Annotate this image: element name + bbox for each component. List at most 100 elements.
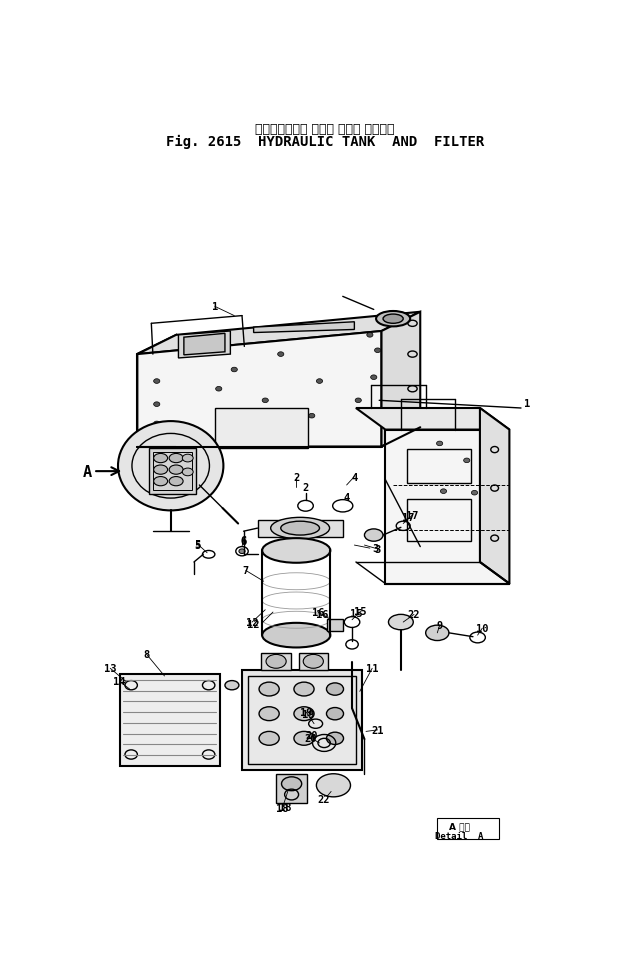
Text: ハイドロリック タンク および フィルタ: ハイドロリック タンク および フィルタ (255, 123, 395, 136)
Ellipse shape (463, 458, 470, 463)
Bar (242, 671, 362, 770)
Text: A 断面: A 断面 (449, 821, 469, 830)
Text: Detail  A: Detail A (435, 831, 483, 840)
Ellipse shape (294, 707, 314, 721)
Ellipse shape (262, 422, 268, 426)
Bar (407, 499, 470, 542)
Bar (299, 653, 328, 671)
Ellipse shape (231, 368, 237, 372)
Ellipse shape (375, 349, 381, 353)
Polygon shape (138, 331, 382, 447)
Ellipse shape (153, 379, 160, 384)
Text: 9: 9 (436, 620, 443, 631)
Text: 22: 22 (408, 610, 420, 620)
Ellipse shape (169, 453, 183, 463)
Polygon shape (178, 331, 230, 359)
Polygon shape (138, 312, 420, 355)
Ellipse shape (153, 453, 167, 463)
Ellipse shape (355, 398, 361, 403)
Bar (149, 449, 195, 495)
Ellipse shape (183, 454, 193, 462)
Text: 12: 12 (247, 619, 260, 629)
Ellipse shape (367, 333, 373, 338)
Ellipse shape (327, 733, 344, 745)
Polygon shape (215, 409, 308, 449)
Bar (437, 818, 500, 839)
Ellipse shape (316, 379, 323, 384)
Text: 18: 18 (279, 802, 292, 812)
Ellipse shape (169, 465, 183, 475)
Text: 19: 19 (300, 707, 313, 717)
Ellipse shape (262, 623, 330, 648)
Text: 12: 12 (246, 617, 258, 627)
Ellipse shape (216, 387, 222, 391)
Ellipse shape (441, 489, 446, 494)
Ellipse shape (281, 521, 320, 536)
Ellipse shape (153, 465, 167, 475)
Text: 21: 21 (372, 725, 384, 735)
Text: 13: 13 (104, 664, 117, 673)
Text: 7: 7 (243, 566, 249, 576)
Ellipse shape (327, 683, 344, 696)
Text: 15: 15 (354, 607, 367, 616)
Ellipse shape (183, 469, 193, 477)
Text: 5: 5 (194, 539, 200, 549)
Text: 20: 20 (304, 733, 316, 743)
Text: Fig. 2615  HYDRAULIC TANK  AND  FILTER: Fig. 2615 HYDRAULIC TANK AND FILTER (166, 135, 484, 148)
Ellipse shape (259, 707, 279, 721)
Text: 2: 2 (302, 482, 309, 492)
Text: 8: 8 (143, 650, 150, 660)
Polygon shape (254, 323, 354, 333)
Ellipse shape (118, 422, 223, 511)
Bar (407, 450, 470, 484)
Ellipse shape (316, 774, 351, 797)
Text: 5: 5 (194, 541, 200, 550)
Ellipse shape (281, 777, 302, 791)
Polygon shape (382, 312, 420, 447)
Text: 3: 3 (375, 545, 381, 554)
Ellipse shape (271, 517, 330, 540)
Ellipse shape (383, 315, 403, 324)
Ellipse shape (262, 539, 330, 563)
Ellipse shape (259, 682, 279, 697)
Text: 11: 11 (366, 664, 378, 673)
Bar (327, 619, 343, 631)
Bar (261, 653, 291, 671)
Text: 18: 18 (276, 803, 288, 814)
Ellipse shape (153, 477, 167, 486)
Text: 4: 4 (344, 492, 350, 502)
Text: 15: 15 (351, 609, 363, 618)
Ellipse shape (472, 491, 477, 495)
Ellipse shape (219, 418, 226, 422)
Polygon shape (184, 334, 225, 356)
Ellipse shape (425, 626, 449, 641)
Text: 1: 1 (212, 302, 218, 312)
Ellipse shape (371, 376, 377, 380)
Text: 6: 6 (240, 535, 247, 546)
Ellipse shape (153, 422, 160, 426)
Bar (276, 774, 307, 803)
Ellipse shape (153, 402, 160, 407)
Text: 22: 22 (317, 795, 330, 804)
Ellipse shape (389, 614, 413, 630)
Text: 16: 16 (316, 610, 328, 620)
Ellipse shape (376, 312, 410, 328)
Ellipse shape (365, 529, 383, 542)
Polygon shape (385, 430, 509, 584)
Ellipse shape (266, 655, 286, 669)
Bar (153, 453, 191, 491)
Text: 10: 10 (476, 624, 489, 634)
Ellipse shape (294, 732, 314, 745)
Text: 1: 1 (524, 399, 530, 409)
Text: 4: 4 (351, 472, 358, 482)
Ellipse shape (225, 681, 239, 690)
Ellipse shape (309, 414, 315, 419)
Text: A: A (82, 464, 91, 479)
Ellipse shape (169, 477, 183, 486)
Text: 6: 6 (240, 537, 247, 547)
Ellipse shape (327, 707, 344, 720)
Polygon shape (356, 409, 509, 430)
Text: 3: 3 (372, 544, 378, 553)
Text: 20: 20 (306, 731, 318, 740)
Ellipse shape (262, 398, 268, 403)
